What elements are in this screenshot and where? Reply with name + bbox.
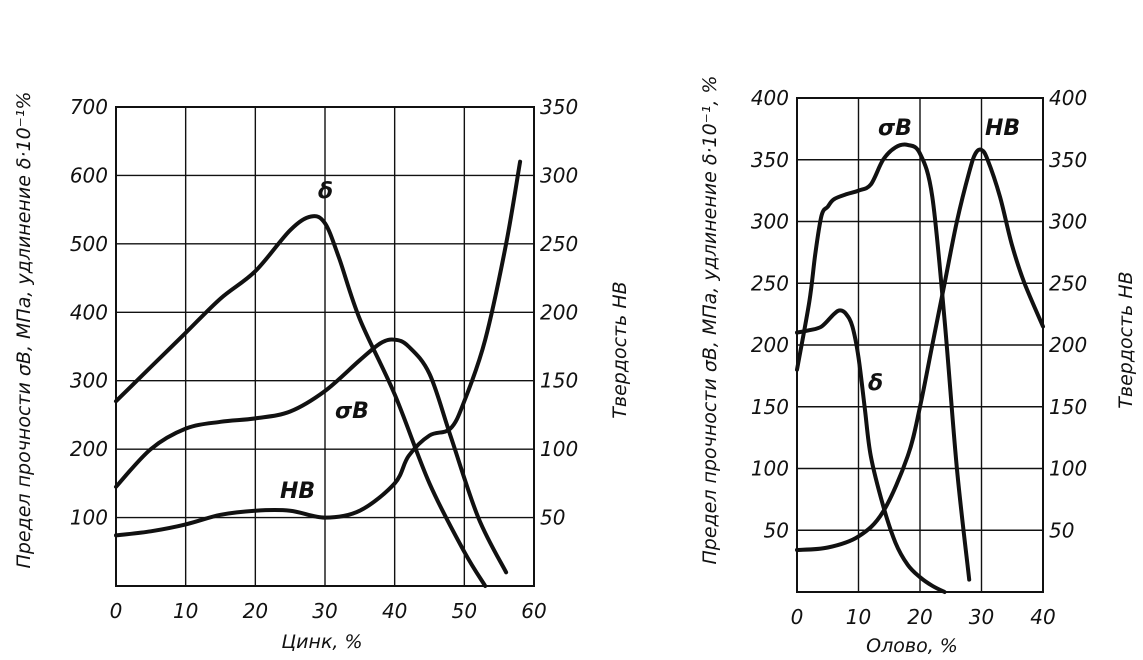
zinc-sigma-curve (114, 337, 509, 575)
tin-y-right-tick-label: 350 (1049, 148, 1087, 172)
zinc-y-left-tick-label: 600 (70, 163, 108, 187)
zinc-y-right-tick-label: 350 (540, 95, 578, 119)
tin-y-right-tick-label: 150 (1049, 395, 1087, 419)
tin-y-left-tick-label: 300 (751, 210, 789, 234)
tin-x-tick-label: 0 (791, 605, 804, 629)
tin-tick-labels: 0 10 20 30 40 50 100 150 200 250 300 350 400 50 100 150… (751, 86, 1087, 629)
zinc-delta-curve (114, 214, 488, 588)
tin-y-right-tick-label: 200 (1049, 333, 1087, 357)
zinc-y-left-tick-label: 100 (70, 506, 108, 530)
tin-grid (797, 98, 1043, 592)
tin-y-left-tick-label: 350 (751, 148, 789, 172)
tin-sigma-label: σB (878, 116, 912, 141)
zinc-grid (116, 107, 534, 586)
zinc-y-left-tick-label: 700 (70, 95, 108, 119)
zinc-y-right-tick-label: 100 (540, 437, 578, 461)
tin-hb-curve (795, 147, 1045, 552)
zinc-y-right-tick-label: 50 (540, 506, 565, 530)
zinc-y-right-label: Твердость НВ (609, 281, 631, 418)
zinc-x-tick-label: 50 (452, 599, 477, 623)
zinc-x-tick-label: 60 (521, 599, 546, 623)
tin-y-left-tick-label: 200 (751, 333, 789, 357)
zinc-x-tick-label: 0 (110, 599, 123, 623)
tin-chart: 0 10 20 30 40 50 100 150 200 250 300 350 400 50 100 150… (699, 76, 1137, 658)
zinc-y-left-tick-label: 500 (70, 232, 108, 256)
tin-y-right-tick-label: 300 (1049, 210, 1087, 234)
tin-y-left-tick-label: 50 (764, 518, 789, 542)
zinc-y-left-tick-label: 400 (70, 300, 108, 324)
zinc-y-right-tick-label: 300 (540, 163, 578, 187)
tin-y-right-tick-label: 250 (1049, 271, 1087, 295)
zinc-x-tick-label: 20 (243, 599, 268, 623)
zinc-y-right-tick-label: 200 (540, 300, 578, 324)
tin-delta-label: δ (868, 371, 883, 396)
tin-x-tick-label: 10 (846, 605, 871, 629)
tin-y-left-tick-label: 150 (751, 395, 789, 419)
zinc-x-tick-label: 40 (382, 599, 407, 623)
zinc-x-tick-label: 10 (173, 599, 198, 623)
zinc-y-left-tick-label: 200 (70, 437, 108, 461)
tin-x-tick-label: 20 (907, 605, 932, 629)
zinc-hb-label: НВ (280, 479, 315, 504)
tin-sigma-curve (795, 142, 972, 582)
zinc-y-left-tick-label: 300 (70, 369, 108, 393)
zinc-sigma-label: σB (335, 399, 369, 424)
zinc-chart: 0 10 20 30 40 50 60 100 200 300 400 500 600 700 50 100 1… (13, 92, 631, 653)
tin-y-right-tick-label: 100 (1049, 457, 1087, 481)
tin-y-right-tick-label: 50 (1049, 518, 1074, 542)
zinc-y-left-label: Предел прочности σB, МПа, удлинение δ·10… (13, 92, 35, 569)
tin-x-tick-label: 40 (1030, 605, 1055, 629)
tin-curves (795, 142, 1045, 594)
tin-y-left-tick-label: 250 (751, 271, 789, 295)
tin-y-left-label: Предел прочности σB, МПа, удлинение δ·10… (699, 76, 721, 565)
zinc-x-tick-label: 30 (312, 599, 337, 623)
zinc-curves (114, 159, 523, 588)
tin-y-right-tick-label: 400 (1049, 86, 1087, 110)
tin-y-right-label: Твердость НВ (1115, 271, 1137, 408)
tin-y-left-tick-label: 100 (751, 457, 789, 481)
zinc-x-axis-label: Цинк, % (281, 631, 362, 653)
zinc-delta-label: δ (318, 179, 333, 204)
tin-hb-label: НВ (985, 116, 1020, 141)
zinc-y-right-tick-label: 150 (540, 369, 578, 393)
tin-x-tick-label: 30 (969, 605, 994, 629)
zinc-hb-curve (114, 159, 523, 538)
tin-delta-curve (795, 308, 947, 594)
tin-x-axis-label: Олово, % (866, 635, 958, 657)
tin-y-left-tick-label: 400 (751, 86, 789, 110)
zinc-y-right-tick-label: 250 (540, 232, 578, 256)
zinc-tick-labels: 0 10 20 30 40 50 60 100 200 300 400 500 600 700 50 100 1… (70, 95, 578, 623)
